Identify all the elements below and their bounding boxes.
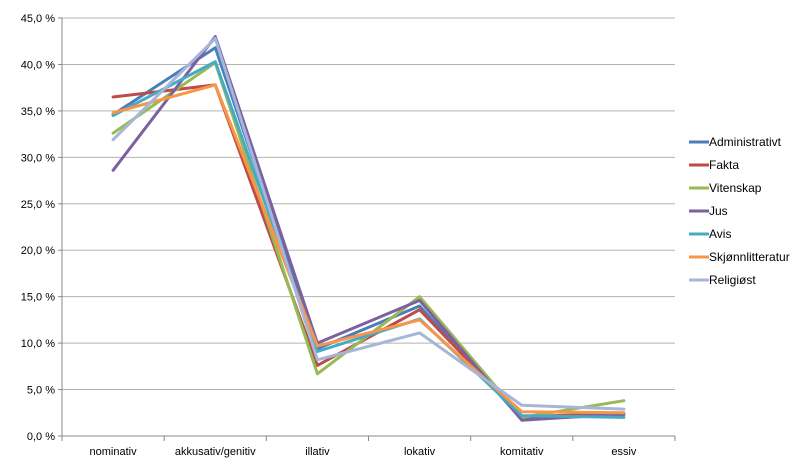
series-line-avis: [111, 60, 626, 419]
legend-label: Religiøst: [709, 273, 756, 287]
series-line-jus: [111, 35, 626, 422]
y-axis: 0,0 % 5,0 % 10,0 % 15,0 % 20,0 % 25,0 % 30,0 %…: [21, 13, 63, 443]
series-line-religiøst: [111, 36, 626, 411]
y-tick-label: 40,0 %: [21, 59, 55, 71]
x-tick-label: nominativ: [90, 446, 138, 458]
x-axis: nominativ akkusativ/genitiv illativ lokativ…: [61, 435, 676, 458]
y-tick-label: 35,0 %: [21, 106, 55, 118]
y-tick-label: 30,0 %: [21, 152, 55, 164]
y-tick-label: 0,0 %: [27, 431, 55, 443]
x-tick-label: lokativ: [404, 446, 436, 458]
legend-label: Jus: [709, 204, 728, 218]
legend-label: Administrativt: [709, 135, 782, 149]
x-tick-label: akkusativ/genitiv: [175, 446, 256, 458]
gridlines: [62, 17, 675, 391]
y-tick-label: 15,0 %: [21, 292, 55, 304]
legend: Administrativt Fakta Vitenskap Jus Avis Skjøn…: [689, 135, 790, 287]
y-tick-label: 25,0 %: [21, 199, 55, 211]
series-line-vitenskap: [111, 61, 626, 419]
y-tick-label: 5,0 %: [27, 385, 55, 397]
y-tick-label: 20,0 %: [21, 245, 55, 257]
x-tick-label: illativ: [305, 446, 330, 458]
x-tick-label: komitativ: [500, 446, 544, 458]
y-tick-label: 10,0 %: [21, 338, 55, 350]
series-line-administrativt: [111, 46, 626, 421]
legend-label: Avis: [709, 227, 731, 241]
legend-label: Fakta: [709, 158, 739, 172]
legend-label: Vitenskap: [709, 181, 762, 195]
legend-label: Skjønnlitteratur: [709, 250, 790, 264]
x-tick-label: essiv: [611, 446, 637, 458]
y-tick-label: 45,0 %: [21, 13, 55, 25]
series-line-skjønnlitteratur: [111, 83, 626, 415]
series-lines: [111, 35, 626, 422]
